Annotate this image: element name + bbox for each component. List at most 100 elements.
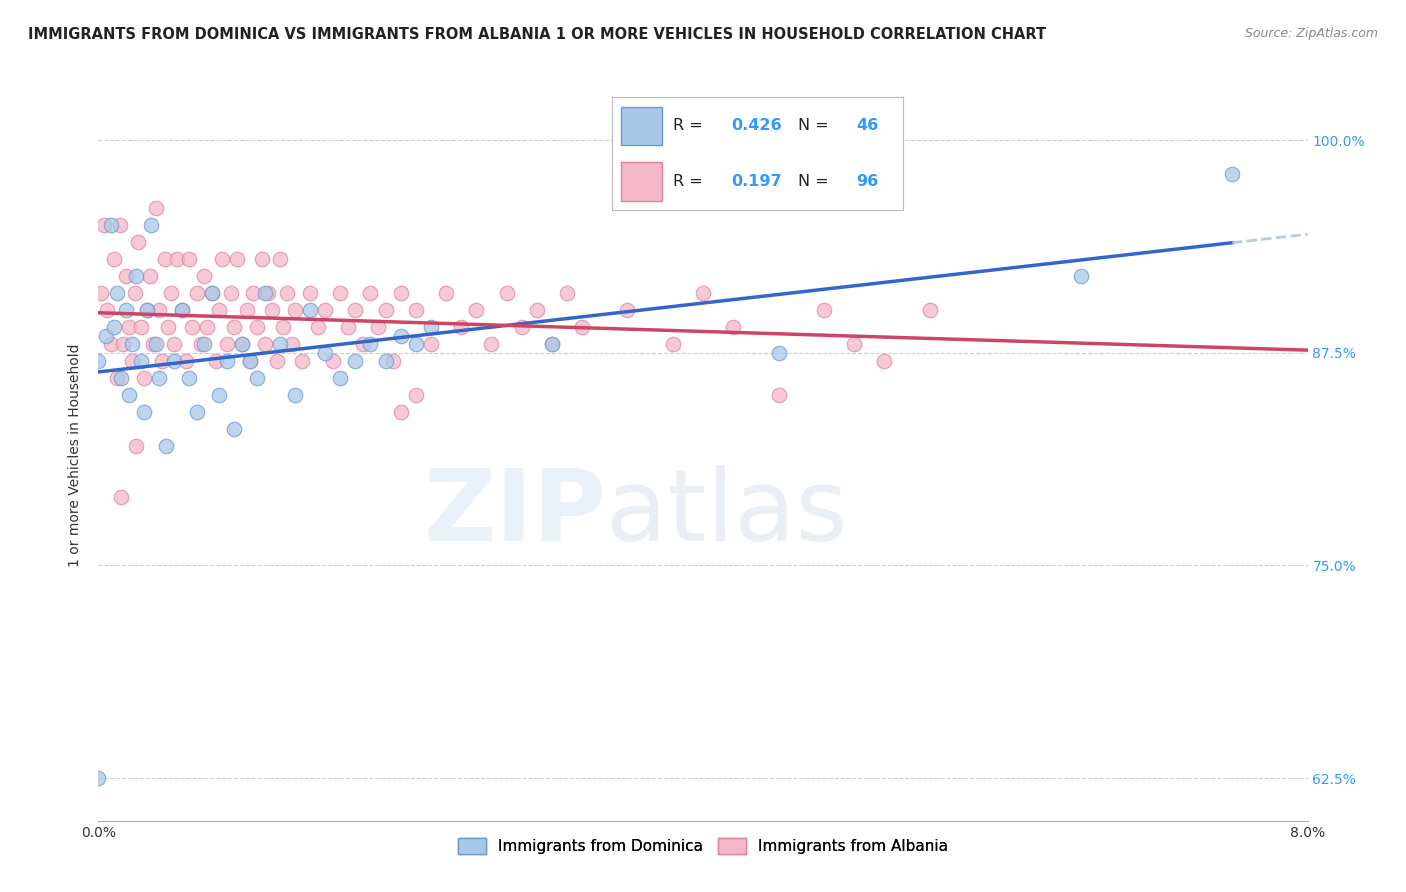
Point xyxy=(405,337,427,351)
Point xyxy=(389,286,412,301)
Point xyxy=(90,286,112,301)
Point xyxy=(135,303,157,318)
Point xyxy=(405,388,427,402)
Point xyxy=(105,371,128,385)
Point xyxy=(284,388,307,402)
Point xyxy=(661,337,683,351)
Point xyxy=(155,439,177,453)
Point xyxy=(510,320,533,334)
Point xyxy=(360,286,382,301)
Point xyxy=(145,201,167,215)
Point xyxy=(166,252,188,267)
Point xyxy=(110,371,132,385)
Point xyxy=(163,354,186,368)
Point xyxy=(129,320,152,334)
Point xyxy=(540,337,562,351)
Point xyxy=(208,388,231,402)
Point xyxy=(281,337,304,351)
Point xyxy=(344,354,367,368)
Point xyxy=(266,354,288,368)
Point xyxy=(1220,167,1243,181)
Point xyxy=(87,771,110,785)
Point xyxy=(231,337,253,351)
Point xyxy=(170,303,193,318)
Point xyxy=(179,371,201,385)
Point xyxy=(246,371,269,385)
Point xyxy=(205,354,228,368)
Point xyxy=(495,286,517,301)
Point xyxy=(314,303,336,318)
Point xyxy=(132,371,155,385)
Point xyxy=(329,371,352,385)
Point xyxy=(160,286,183,301)
Point xyxy=(201,286,224,301)
Point xyxy=(768,388,790,402)
Point xyxy=(434,286,457,301)
Point xyxy=(239,354,262,368)
Point xyxy=(114,269,136,284)
Point xyxy=(226,252,249,267)
Point xyxy=(465,303,488,318)
Point xyxy=(322,354,344,368)
Point xyxy=(382,354,405,368)
Point xyxy=(186,405,208,419)
Point xyxy=(139,269,162,284)
Point xyxy=(87,354,110,368)
Legend: Immigrants from Dominica, Immigrants from Albania: Immigrants from Dominica, Immigrants fro… xyxy=(451,832,955,861)
Point xyxy=(153,252,176,267)
Point xyxy=(231,337,253,351)
Point xyxy=(239,354,262,368)
Point xyxy=(374,303,396,318)
Point xyxy=(174,354,197,368)
Point xyxy=(352,337,374,351)
Point xyxy=(103,320,125,334)
Point xyxy=(114,303,136,318)
Point xyxy=(262,303,284,318)
Point xyxy=(246,320,269,334)
Point xyxy=(100,219,122,233)
Point xyxy=(132,405,155,419)
Point xyxy=(129,354,152,368)
Point xyxy=(307,320,329,334)
Point xyxy=(299,303,322,318)
Point xyxy=(235,303,257,318)
Point xyxy=(450,320,472,334)
Point xyxy=(540,337,562,351)
Point xyxy=(768,346,790,360)
Point xyxy=(94,329,117,343)
Point xyxy=(190,337,212,351)
Point xyxy=(193,269,215,284)
Point xyxy=(108,219,131,233)
Point xyxy=(844,337,866,351)
Point xyxy=(221,286,243,301)
Text: IMMIGRANTS FROM DOMINICA VS IMMIGRANTS FROM ALBANIA 1 OR MORE VEHICLES IN HOUSEH: IMMIGRANTS FROM DOMINICA VS IMMIGRANTS F… xyxy=(28,27,1046,42)
Point xyxy=(405,303,427,318)
Point xyxy=(145,337,167,351)
Point xyxy=(616,303,638,318)
Point xyxy=(124,286,146,301)
Point xyxy=(291,354,314,368)
Point xyxy=(723,320,745,334)
Y-axis label: 1 or more Vehicles in Household: 1 or more Vehicles in Household xyxy=(69,343,83,566)
Point xyxy=(256,286,278,301)
Point xyxy=(211,252,233,267)
Point xyxy=(253,286,276,301)
Point xyxy=(170,303,193,318)
Point xyxy=(135,303,157,318)
Point xyxy=(329,286,352,301)
Point xyxy=(276,286,298,301)
Point xyxy=(125,439,148,453)
Point xyxy=(269,337,291,351)
Point xyxy=(250,252,273,267)
Point xyxy=(299,286,322,301)
Point xyxy=(918,303,941,318)
Point xyxy=(181,320,204,334)
Point xyxy=(186,286,208,301)
Point xyxy=(389,405,412,419)
Point xyxy=(555,286,578,301)
Point xyxy=(284,303,307,318)
Point xyxy=(195,320,218,334)
Point xyxy=(224,320,246,334)
Point xyxy=(271,320,294,334)
Point xyxy=(142,337,165,351)
